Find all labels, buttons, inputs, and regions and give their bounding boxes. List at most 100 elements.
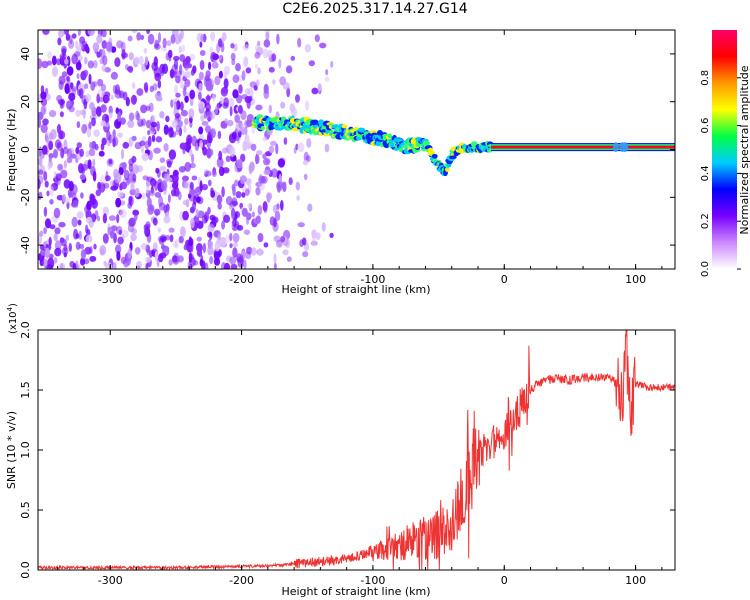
spectrogram-noise-blob bbox=[80, 70, 87, 81]
spectrogram-noise-blob bbox=[57, 163, 64, 171]
spectrogram-noise-blob bbox=[170, 99, 174, 108]
spectrogram-noise-blob bbox=[117, 132, 123, 138]
spectrogram-noise-blob bbox=[79, 44, 84, 50]
spectrogram-noise-blob bbox=[94, 143, 99, 151]
spectrogram-noise-blob bbox=[121, 162, 127, 169]
spectrogram-noise-blob bbox=[230, 263, 238, 269]
spectrogram-noise-blob bbox=[51, 66, 59, 78]
spectrogram-noise-blob bbox=[40, 85, 45, 94]
spectrogram-noise-blob bbox=[244, 96, 252, 104]
spectrogram-noise-blob bbox=[319, 42, 327, 49]
colorbar: 0.0 0.2 0.4 0.6 0.8 Normalized spectral ampl… bbox=[700, 30, 750, 277]
spectrogram-noise-blob bbox=[283, 137, 288, 145]
spectrogram-noise-blob bbox=[147, 135, 152, 147]
spectrogram-noise-blob bbox=[241, 191, 246, 198]
spectrogram-noise-blob bbox=[191, 175, 198, 181]
spectrogram-noise-blob bbox=[38, 157, 43, 167]
spectrogram-noise-blob bbox=[128, 158, 135, 166]
spectrogram-noise-blob bbox=[114, 57, 121, 68]
spectrogram-noise-blob bbox=[214, 75, 221, 86]
spectrogram-noise-blob bbox=[134, 56, 140, 65]
spectrogram-noise-blob bbox=[302, 159, 309, 166]
spectrogram-noise-blob bbox=[286, 256, 292, 263]
spectrogram-noise-blob bbox=[118, 167, 124, 176]
spectrogram-noise-blob bbox=[268, 145, 275, 154]
spectrogram-noise-blob bbox=[191, 135, 197, 147]
spectrogram-noise-blob bbox=[189, 182, 194, 190]
spectrogram-noise-blob bbox=[149, 189, 156, 197]
spectrogram-noise-blob bbox=[68, 39, 75, 49]
spectrogram-noise-blob bbox=[53, 257, 58, 264]
spectrogram-noise-blob bbox=[75, 241, 81, 251]
spectrogram-noise-blob bbox=[213, 59, 218, 66]
spectrogram-noise-blob bbox=[307, 203, 313, 212]
spectrogram-noise-blob bbox=[112, 129, 116, 139]
spectrogram-noise-blob bbox=[256, 150, 263, 156]
spectrogram-noise-blob bbox=[103, 260, 107, 266]
spectrogram-noise-blob bbox=[245, 178, 252, 186]
colorbar-tick-label: 0.4 bbox=[700, 165, 711, 181]
spectrogram-noise-blob bbox=[180, 109, 188, 117]
spectrogram-noise-blob bbox=[255, 215, 261, 224]
spectrogram-noise-blob bbox=[58, 130, 66, 140]
spectrogram-noise-blob bbox=[130, 181, 135, 192]
spectrogram-noise-blob bbox=[263, 158, 270, 166]
spectrogram-noise-blob bbox=[48, 236, 52, 246]
spectrogram-noise-blob bbox=[182, 210, 190, 221]
spectrogram-x-tick-label: -200 bbox=[229, 273, 254, 286]
spectrogram-noise-blob bbox=[273, 263, 277, 269]
spectrogram-noise-blob bbox=[178, 235, 184, 244]
spectrogram-noise-blob bbox=[95, 106, 102, 117]
spectrogram-noise-blob bbox=[188, 108, 195, 119]
spectrogram-noise-blob bbox=[224, 118, 228, 124]
spectrogram-noise-blob bbox=[243, 56, 249, 67]
spectrogram-noise-blob bbox=[173, 70, 177, 78]
spectrogram-noise-blob bbox=[296, 195, 300, 201]
spectrogram-noise-blob bbox=[204, 262, 209, 269]
spectrogram-noise-blob bbox=[118, 229, 122, 235]
spectrogram-noise-blob bbox=[88, 121, 92, 130]
spectrogram-noise-blob bbox=[40, 123, 48, 134]
spectrogram-noise-blob bbox=[297, 37, 302, 48]
spectrogram-noise-blob bbox=[232, 89, 239, 99]
spectrogram-noise-blob bbox=[282, 81, 290, 91]
spectrogram-noise-blob bbox=[223, 65, 231, 75]
spectrogram-noise-blob bbox=[226, 119, 234, 127]
spectrogram-noise-blob bbox=[175, 92, 181, 98]
spectrogram-noise-blob bbox=[155, 96, 163, 102]
spectrogram-ridge-blob bbox=[281, 116, 287, 121]
spectrogram-noise-blob bbox=[273, 253, 277, 265]
spectrogram-noise-blob bbox=[149, 85, 154, 93]
spectrogram-noise-blob bbox=[304, 44, 311, 53]
spectrogram-noise-blob bbox=[163, 143, 169, 152]
spectrogram-noise-blob bbox=[80, 249, 87, 260]
spectrogram-noise-blob bbox=[117, 236, 124, 245]
spectrogram-noise-blob bbox=[195, 208, 199, 218]
spectrogram-noise-blob bbox=[76, 211, 84, 219]
spectrogram-noise-blob bbox=[81, 40, 88, 47]
spectrogram-noise-blob bbox=[282, 249, 289, 256]
spectrogram-noise-blob bbox=[232, 242, 239, 248]
spectrogram-noise-blob bbox=[160, 180, 168, 192]
colorbar-tick-label: 0.0 bbox=[700, 261, 711, 277]
spectrogram-noise-blob bbox=[96, 33, 103, 44]
spectrogram-noise-blob bbox=[121, 49, 126, 60]
spectrogram-noise-blob bbox=[169, 68, 175, 79]
carrier-band-core bbox=[491, 145, 675, 149]
spectrogram-noise-blob bbox=[64, 197, 71, 204]
spectrogram-noise-blob bbox=[198, 82, 203, 92]
spectrogram-noise-blob bbox=[106, 130, 111, 141]
spectrogram-noise-blob bbox=[230, 208, 235, 220]
spectrogram-noise-blob bbox=[38, 58, 43, 70]
spectrogram-noise-blob bbox=[228, 97, 235, 108]
spectrogram-noise-blob bbox=[63, 30, 69, 36]
snr-y-tick-label: 0.5 bbox=[19, 501, 32, 519]
spectrogram-noise-blob bbox=[174, 129, 181, 135]
spectrogram-noise-blob bbox=[172, 181, 179, 190]
colorbar-tick-label: 0.8 bbox=[700, 70, 711, 86]
spectrogram-noise-blob bbox=[55, 227, 61, 235]
spectrogram-noise-blob bbox=[84, 56, 88, 65]
spectrogram-noise-blob bbox=[140, 145, 145, 154]
spectrogram-noise-blob bbox=[182, 147, 186, 155]
spectrogram-noise-blob bbox=[101, 30, 107, 38]
